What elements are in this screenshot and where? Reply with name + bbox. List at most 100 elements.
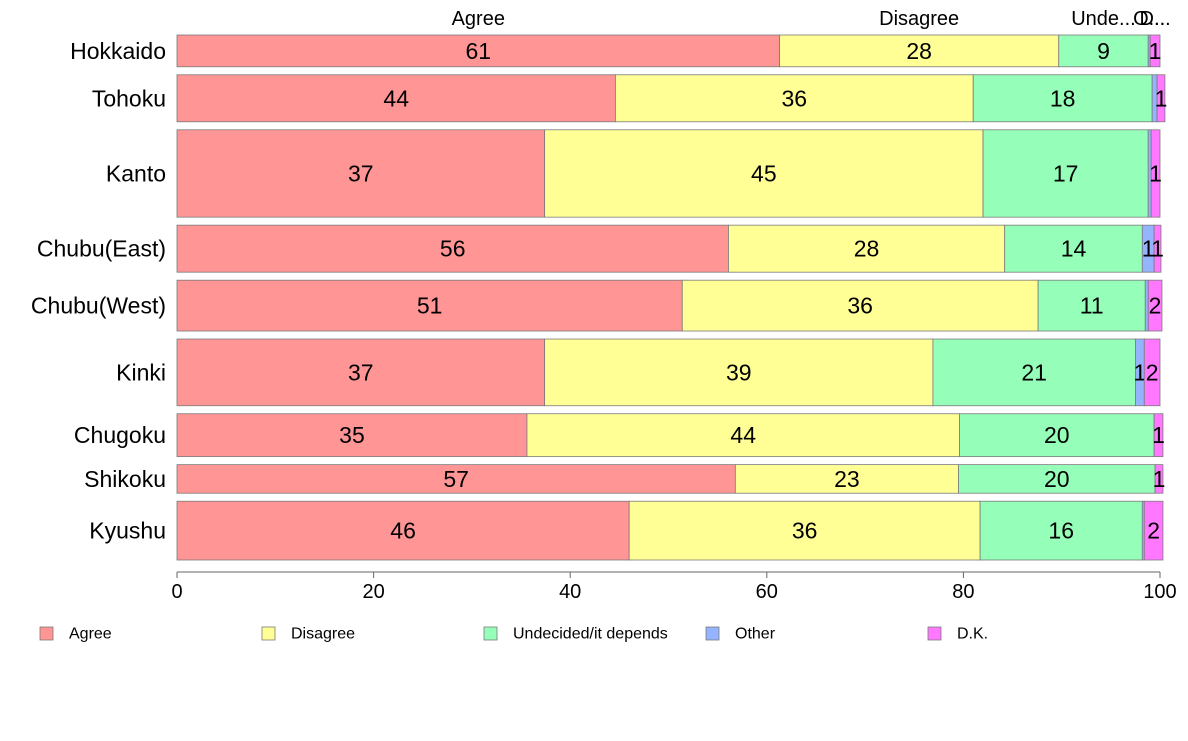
data-label: 46: [390, 518, 416, 544]
data-label: 1: [1152, 422, 1165, 448]
data-label: 51: [417, 293, 443, 319]
data-label: 2: [1149, 293, 1162, 319]
data-label: 20: [1044, 422, 1070, 448]
data-label: 1: [1155, 85, 1168, 111]
bar-segment: [526, 413, 960, 458]
x-tick-label: 40: [559, 581, 581, 603]
data-label: 2: [1147, 518, 1160, 544]
category-label: Chubu(West): [31, 293, 166, 319]
top-series-label: Unde...: [1071, 8, 1135, 30]
data-label: 44: [730, 422, 756, 448]
data-label: 18: [1050, 85, 1076, 111]
data-label: 1: [1142, 236, 1155, 262]
data-label: 57: [443, 466, 469, 492]
legend-label: Agree: [69, 626, 112, 643]
bar-segment: [1153, 224, 1162, 273]
category-label: Hokkaido: [70, 38, 166, 64]
legend-label: Disagree: [291, 626, 355, 643]
top-series-labels: Agree Disagree Unde...O...D...: [452, 8, 1171, 30]
category-label: Shikoku: [84, 466, 166, 492]
bar-segment: [1143, 338, 1161, 407]
data-label: 1: [1149, 38, 1162, 64]
data-label: 28: [854, 236, 880, 262]
legend-swatch: [39, 626, 54, 641]
category-label: Kinki: [116, 359, 166, 385]
bar-segment: [1150, 129, 1161, 218]
legend-swatch: [261, 626, 276, 641]
data-label: 1: [1151, 236, 1164, 262]
data-label: 61: [465, 38, 491, 64]
category-label: Chubu(East): [37, 236, 166, 262]
data-label: 1: [1133, 359, 1146, 385]
bar-segment: [615, 74, 974, 123]
legend-label: Undecided/it depends: [513, 626, 668, 643]
top-series-label: Agree: [452, 8, 505, 30]
legend-label: Other: [735, 626, 776, 643]
bar-segment: [176, 279, 683, 332]
bar-segment: [1147, 279, 1163, 332]
data-label: 2: [1146, 359, 1159, 385]
bar-segment: [176, 338, 546, 407]
bar-segment: [1153, 413, 1164, 458]
data-label: 56: [440, 236, 466, 262]
data-label: 28: [906, 38, 932, 64]
category-labels: Hokkaido Tohoku Kanto Chubu(East) Chubu(West…: [31, 38, 166, 544]
bar-segment: [1004, 224, 1143, 273]
data-label: 39: [726, 359, 752, 385]
bar-segment: [544, 338, 934, 407]
category-label: Tohoku: [92, 85, 166, 111]
x-tick-label: 80: [952, 581, 974, 603]
legend: Agree Disagree Undecided/it depends Other D.…: [39, 626, 988, 643]
data-label: 1: [1153, 466, 1166, 492]
data-label: 36: [792, 518, 818, 544]
x-axis: 0 20 40 60 80 100: [171, 571, 1177, 603]
data-label: 37: [348, 160, 374, 186]
data-label: 1: [1149, 160, 1162, 186]
data-label: 23: [834, 466, 860, 492]
bar-segment: [1037, 279, 1146, 332]
bar-segment: [176, 224, 729, 273]
data-label: 9: [1097, 38, 1110, 64]
x-tick-label: 0: [171, 581, 182, 603]
bar-segment: [544, 129, 984, 218]
bar-segment: [1156, 74, 1166, 123]
bar-segment: [932, 338, 1136, 407]
bar-segment: [628, 500, 981, 561]
bar-segment: [176, 74, 616, 123]
legend-swatch: [927, 626, 942, 641]
data-label: 14: [1061, 236, 1087, 262]
data-label: 16: [1048, 518, 1074, 544]
top-series-label: D...: [1140, 8, 1171, 30]
bar-segment: [1149, 34, 1161, 68]
category-label: Chugoku: [74, 422, 166, 448]
bar-segment: [728, 224, 1006, 273]
x-tick-label: 20: [362, 581, 384, 603]
data-label: 45: [751, 160, 777, 186]
legend-swatch: [705, 626, 720, 641]
legend-label: D.K.: [957, 626, 988, 643]
bar-segment: [681, 279, 1039, 332]
bar-segment: [982, 129, 1149, 218]
data-label: 21: [1021, 359, 1047, 385]
bar-segment: [959, 413, 1155, 458]
bar-segment: [176, 464, 736, 494]
data-label: 36: [847, 293, 873, 319]
data-label: 35: [339, 422, 365, 448]
top-series-label: Disagree: [879, 8, 959, 30]
x-tick-label: 60: [756, 581, 778, 603]
data-label: 37: [348, 359, 374, 385]
category-label: Kanto: [106, 160, 166, 186]
bar-segment: [779, 34, 1060, 68]
bar-segment: [1154, 464, 1164, 494]
bar-segment: [176, 413, 528, 458]
bar-segment: [972, 74, 1153, 123]
data-label: 44: [383, 85, 409, 111]
bar-segment: [1143, 500, 1164, 561]
top-series-label: O...: [1133, 8, 1165, 30]
x-tick-label: 100: [1143, 581, 1176, 603]
data-label: 20: [1044, 466, 1070, 492]
bar-segment: [734, 464, 959, 494]
